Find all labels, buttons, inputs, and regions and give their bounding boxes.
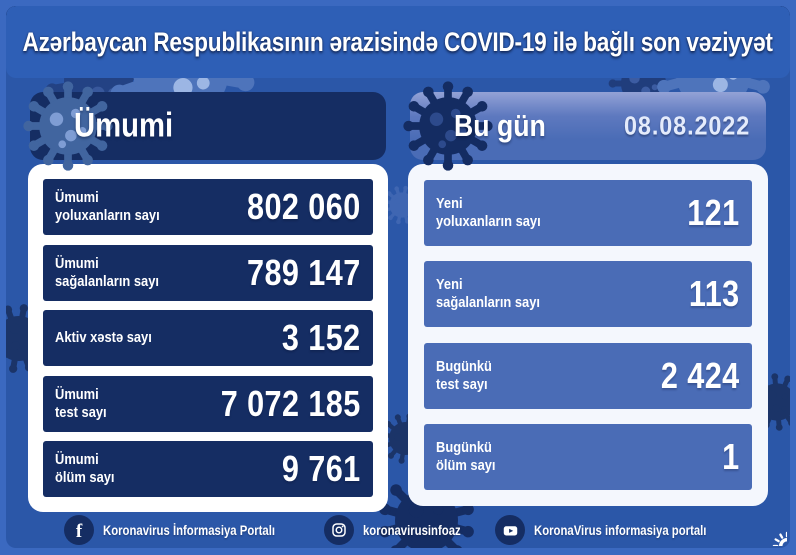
facebook-label: Koronavirus İnformasiya Portalı: [103, 522, 276, 538]
stat-label: Bugünkü ölüm sayı: [436, 438, 496, 474]
stat-label: Aktiv xəstə sayı: [55, 329, 152, 346]
youtube-link[interactable]: KoronaVirus informasiya portalı: [495, 515, 739, 545]
stat-label: Ümumi sağalanların sayı: [55, 254, 159, 290]
stat-row-active-cases: Aktiv xəstə sayı 3 152: [43, 310, 373, 366]
stat-row-today-tests: Bugünkü test sayı 2 424: [424, 342, 752, 409]
totals-header-label: Ümumi: [74, 106, 174, 145]
today-panel: Yeni yoluxanların sayı 121 Yeni sağalanl…: [408, 164, 768, 506]
koronavirus-brand: KoronaVirus info: [755, 514, 790, 547]
footer: f Koronavirus İnformasiya Portalı korona…: [64, 510, 772, 548]
stat-label: Ümumi test sayı: [55, 385, 107, 421]
instagram-label: koronavirusinfoaz: [362, 522, 461, 538]
stat-value: 9 761: [282, 448, 361, 489]
stat-row-total-infected: Ümumi yoluxanların sayı 802 060: [43, 179, 373, 235]
stat-row-today-deaths: Bugünkü ölüm sayı 1: [424, 423, 752, 490]
page-title: Azərbaycan Respublikasının ərazisində CO…: [22, 26, 774, 57]
stat-value: 789 147: [247, 251, 361, 293]
stat-label: Bugünkü test sayı: [436, 357, 492, 393]
stat-value: 802 060: [247, 186, 361, 227]
stat-value: 1: [722, 435, 740, 477]
facebook-icon: f: [64, 515, 94, 545]
stat-label: Yeni sağalanların sayı: [436, 276, 540, 312]
stat-value: 7 072 185: [221, 382, 361, 424]
stat-row-new-infected: Yeni yoluxanların sayı 121: [424, 180, 752, 246]
facebook-link[interactable]: f Koronavirus İnformasiya Portalı: [64, 515, 308, 545]
instagram-link[interactable]: koronavirusinfoaz: [323, 515, 479, 545]
brand-virus-icon: [755, 514, 787, 546]
stat-row-total-recovered: Ümumi sağalanların sayı 789 147: [43, 244, 373, 301]
stat-value: 3 152: [282, 317, 361, 358]
stat-value: 2 424: [661, 354, 740, 396]
stat-label: Ümumi ölüm sayı: [55, 451, 115, 486]
infographic-poster: Azərbaycan Respublikasının ərazisində CO…: [6, 6, 790, 548]
totals-header: Ümumi: [30, 92, 386, 160]
stat-label: Yeni yoluxanların sayı: [436, 195, 541, 230]
youtube-icon: [495, 515, 526, 545]
totals-panel: Ümumi yoluxanların sayı 802 060 Ümumi sa…: [28, 164, 388, 512]
stat-value: 121: [687, 192, 740, 233]
today-header-label: Bu gün: [454, 108, 546, 143]
stat-row-total-tests: Ümumi test sayı 7 072 185: [43, 375, 373, 432]
today-header: Bu gün 08.08.2022: [410, 92, 766, 160]
title-banner: Azərbaycan Respublikasının ərazisində CO…: [6, 6, 790, 78]
report-date: 08.08.2022: [623, 110, 750, 141]
stat-row-total-deaths: Ümumi ölüm sayı 9 761: [43, 441, 373, 497]
youtube-label: KoronaVirus informasiya portalı: [534, 522, 707, 538]
stat-row-new-recovered: Yeni sağalanların sayı 113: [424, 261, 752, 328]
stat-value: 113: [689, 273, 740, 315]
instagram-icon: [323, 515, 354, 545]
stat-label: Ümumi yoluxanların sayı: [55, 189, 160, 224]
